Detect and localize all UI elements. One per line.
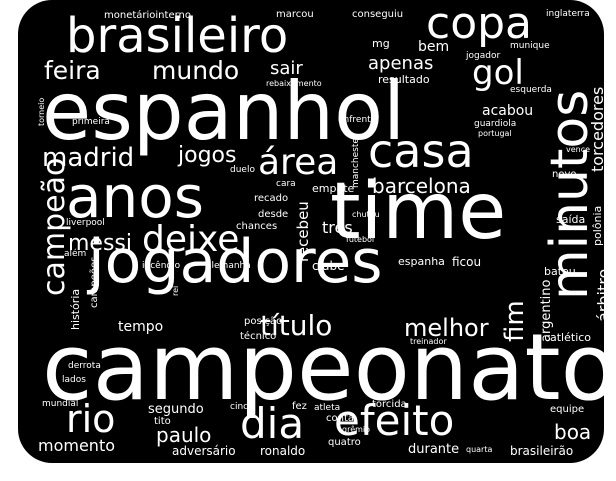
word-rei: rei: [171, 285, 180, 296]
word-melhor: melhor: [404, 314, 489, 342]
word-jogadores: jogadores: [88, 227, 383, 297]
word-enfrenta: enfrenta: [338, 115, 377, 125]
word-tempo: tempo: [118, 319, 164, 335]
word-anos: anos: [66, 163, 205, 231]
word-durante: durante: [408, 442, 460, 457]
word-messi: messi: [68, 231, 133, 256]
word-brasileiro: brasileiro: [66, 8, 289, 64]
word-time: time: [330, 167, 507, 257]
word-gremio: grêmio: [342, 425, 371, 434]
word-feira: feira: [44, 56, 101, 85]
word-cloud-background: [18, 0, 604, 463]
word-titulo: título: [260, 309, 333, 342]
word-momento: momento: [38, 436, 116, 455]
word-cara: cara: [276, 179, 296, 189]
word-fim: fim: [500, 300, 530, 342]
word-novo: novo: [552, 169, 577, 180]
word-esquerda: esquerda: [510, 85, 552, 95]
word-torcedores: torcedores: [588, 86, 607, 172]
word-historia: história: [69, 288, 82, 330]
word-resultado: resultado: [378, 73, 430, 86]
word-fez: fez: [292, 401, 307, 412]
word-segundo: segundo: [148, 402, 204, 417]
word-primeira: primeira: [72, 117, 110, 127]
word-arbitro: árbitro: [594, 268, 613, 322]
word-monetariointerno: monetáriointerno: [104, 10, 191, 21]
word-conseguiu: conseguiu: [352, 9, 404, 20]
word-bateu: bateu: [544, 265, 576, 278]
word-boa: boa: [554, 420, 592, 444]
word-tito: tito: [154, 416, 171, 427]
word-tecnico: técnico: [240, 331, 277, 342]
word-empate: empate: [312, 182, 355, 195]
word-liverpool: liverpool: [66, 218, 105, 228]
word-equipe: equipe: [550, 404, 585, 415]
word-conta: conta: [326, 413, 355, 424]
word-jogador: jogador: [466, 51, 501, 61]
word-atleta: atleta: [314, 403, 341, 413]
word-futebol: futebol: [346, 235, 375, 244]
word-inglaterra: inglaterra: [546, 9, 590, 19]
word-desde: desde: [258, 209, 289, 220]
word-campeonato: campeonato: [42, 314, 616, 421]
word-munique: munique: [510, 41, 550, 51]
word-tres: três: [322, 218, 353, 237]
word-dia: dia: [240, 399, 305, 448]
word-area: área: [258, 142, 339, 183]
word-recebeu: recebeu: [294, 201, 312, 262]
word-alemanha: alemanha: [206, 261, 251, 271]
word-guardiola: guardiola: [474, 119, 517, 129]
word-espanhol: espanhol: [42, 65, 406, 158]
word-vence: vence: [566, 145, 591, 154]
word-recado: recado: [254, 193, 289, 204]
word-gol: gol: [472, 53, 524, 93]
word-chances: chances: [236, 221, 278, 232]
word-cinco: cinco: [230, 402, 254, 412]
word-posicao: posição: [244, 316, 283, 327]
word-adversario: adversário: [172, 444, 236, 458]
word-torcida: torcida: [372, 399, 407, 410]
word-lados: lados: [62, 375, 86, 385]
word-madrid: madrid: [42, 143, 135, 173]
word-chutou: chutou: [352, 210, 380, 219]
word-ficou: ficou: [452, 255, 482, 269]
word-polonia: polônia: [591, 205, 604, 246]
word-campeoes: campeões: [89, 256, 100, 308]
word-manchester: manchester: [351, 134, 361, 188]
word-quarta: quarta: [466, 445, 493, 454]
word-barcelona: barcelona: [372, 174, 471, 198]
word-quatro: quatro: [328, 437, 361, 448]
word-portugal: portugal: [478, 129, 512, 138]
word-deixe: deixe: [142, 219, 240, 260]
word-copa: copa: [426, 0, 533, 49]
word-apenas: apenas: [368, 53, 434, 74]
word-paulo: paulo: [156, 423, 212, 447]
word-torneio: torneio: [37, 97, 46, 126]
word-casa: casa: [368, 124, 474, 178]
word-marcou: marcou: [276, 9, 314, 20]
word-duelo: duelo: [230, 165, 255, 175]
word-ronaldo: ronaldo: [260, 444, 306, 458]
word-rio: rio: [66, 397, 116, 441]
word-atletico: atlético: [550, 331, 592, 344]
word-acabou: acabou: [482, 103, 534, 119]
word-espanha: espanha: [398, 255, 445, 268]
word-clube: clube: [312, 259, 345, 273]
word-derrota: derrota: [68, 361, 101, 371]
word-sair: sair: [270, 58, 303, 79]
word-saida: saída: [556, 213, 586, 226]
word-mg: mg: [372, 37, 390, 50]
word-treinador: treinador: [410, 337, 447, 346]
word-efeito: efeito: [334, 396, 455, 445]
word-alem: além: [64, 249, 87, 259]
word-bem: bem: [418, 39, 450, 55]
word-brasileirao: brasileirão: [510, 444, 574, 458]
word-mundo: mundo: [152, 56, 240, 85]
word-jogos: jogos: [178, 143, 237, 168]
word-mundial: mundial: [42, 399, 79, 409]
word-rebaixamento: rebaixamento: [266, 79, 322, 88]
word-incendio: incêndio: [142, 261, 181, 271]
